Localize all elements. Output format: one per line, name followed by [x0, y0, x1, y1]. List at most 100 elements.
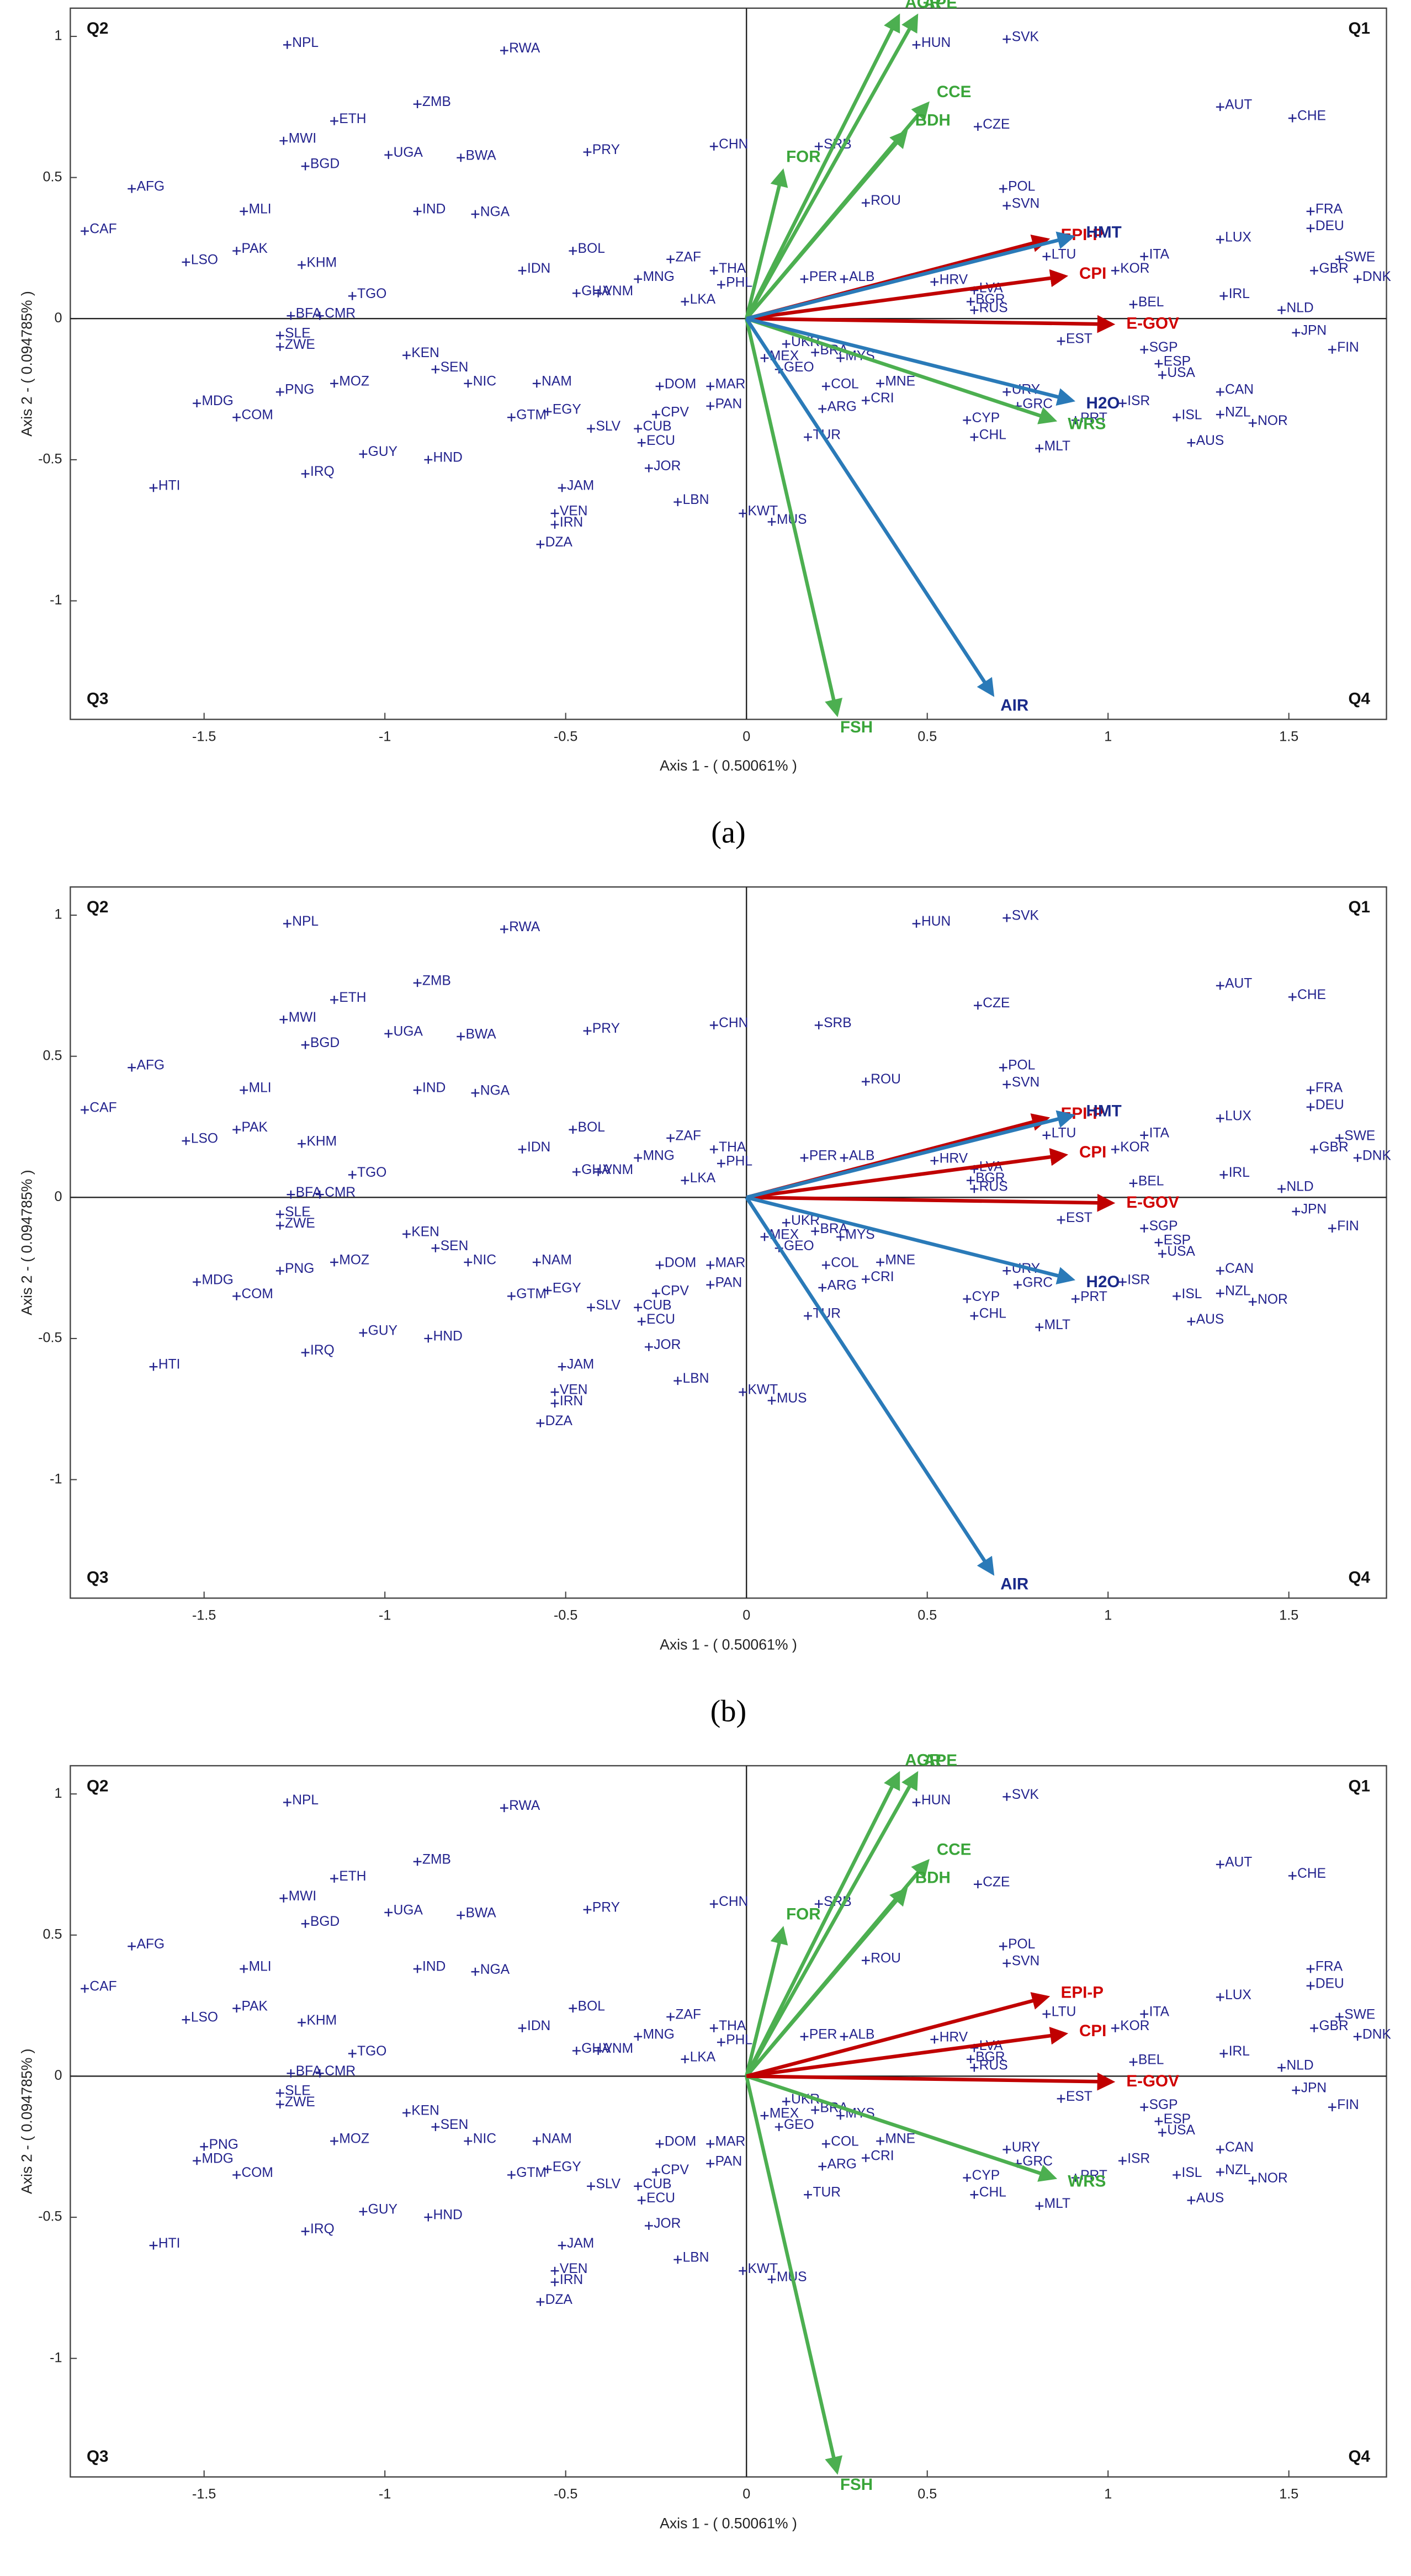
point-marker	[1173, 2171, 1181, 2179]
x-tick-label: 0	[742, 2487, 750, 2502]
point-label: CHE	[1297, 109, 1326, 124]
point-label: PER	[809, 2027, 837, 2042]
point-label: VEN	[560, 2261, 588, 2276]
point-label: SVN	[1012, 196, 1040, 211]
point-label: ALB	[849, 1148, 874, 1163]
point-label: IRQ	[310, 464, 335, 479]
point-label: DOM	[665, 2134, 696, 2149]
y-axis-label: Axis 2 - ( 0.094785% )	[18, 1170, 35, 1315]
point-marker	[301, 470, 310, 478]
arrow-label: EPI-P	[1061, 1983, 1104, 2001]
point-label: NAM	[542, 374, 572, 389]
point-marker	[767, 1396, 776, 1405]
loading-arrow	[746, 2074, 1058, 2182]
point-marker	[974, 1001, 982, 1010]
point-marker	[1277, 1185, 1286, 1193]
point-marker	[81, 227, 89, 236]
plot-frame	[70, 7, 1387, 720]
point-label: DEU	[1315, 1976, 1344, 1991]
panel-caption: (b)	[710, 1695, 747, 1729]
point-marker	[637, 438, 646, 447]
point-label: SVK	[1012, 30, 1039, 45]
point-label: HUN	[921, 1793, 951, 1808]
x-tick-label: 1	[1104, 729, 1112, 745]
point-label: VNM	[603, 1162, 634, 1177]
point-marker	[861, 1275, 870, 1284]
point-label: CYP	[972, 2168, 1000, 2183]
point-marker	[500, 1804, 508, 1813]
point-marker	[283, 1798, 291, 1807]
point-marker	[1216, 1289, 1224, 1298]
point-label: FIN	[1337, 1219, 1359, 1234]
y-tick-label: 0	[55, 2068, 62, 2083]
point-marker	[1118, 2157, 1127, 2165]
x-tick-label: 1.5	[1279, 729, 1298, 745]
point-label: AFG	[137, 1937, 165, 1952]
point-marker	[1158, 2128, 1166, 2137]
point-label: KHM	[306, 2013, 337, 2028]
point-label: SVN	[1012, 1953, 1040, 1968]
point-marker	[500, 46, 508, 55]
point-label: NAM	[542, 1252, 572, 1267]
point-marker	[301, 2227, 310, 2236]
point-label: GEO	[784, 2117, 814, 2132]
point-label: THA	[719, 2019, 746, 2033]
point-marker	[587, 2182, 595, 2191]
point-marker	[507, 2171, 516, 2179]
point-label: COL	[831, 376, 859, 391]
point-label: SVK	[1012, 909, 1039, 923]
loading-arrow	[745, 2075, 843, 2475]
point-label: KOR	[1120, 1140, 1149, 1155]
point-marker	[298, 2018, 306, 2027]
point-marker	[1292, 2086, 1301, 2095]
point-marker	[706, 1281, 715, 1289]
point-label: SGP	[1149, 2097, 1178, 2112]
arrow-label: FOR	[786, 147, 821, 166]
plot-frame	[70, 1765, 1387, 2478]
point-marker	[876, 2137, 884, 2145]
point-label: MAR	[715, 376, 746, 391]
point-marker	[634, 275, 643, 284]
point-label: KHM	[306, 1134, 337, 1149]
x-tick-label: -0.5	[554, 1608, 577, 1623]
point-marker	[348, 291, 357, 300]
point-marker	[1306, 1086, 1315, 1095]
point-marker	[413, 979, 422, 987]
y-tick-label: 1	[55, 1786, 62, 1801]
point-marker	[1035, 444, 1044, 453]
point-marker	[821, 382, 830, 391]
point-label: ISR	[1127, 394, 1150, 408]
point-label: GUY	[368, 2202, 397, 2217]
point-marker	[1129, 1179, 1138, 1188]
point-label: JAM	[567, 2236, 594, 2251]
point-marker	[966, 1176, 975, 1185]
point-marker	[402, 351, 411, 360]
point-label: FRA	[1315, 1081, 1343, 1096]
point-marker	[1248, 419, 1257, 427]
point-label: BGR	[975, 1171, 1005, 1186]
point-label: MNG	[643, 2027, 675, 2042]
point-label: MLT	[1044, 1318, 1070, 1332]
point-label: AUS	[1196, 1312, 1224, 1327]
point-label: GBR	[1319, 261, 1348, 276]
point-marker	[760, 354, 769, 363]
point-label: BGR	[975, 292, 1005, 307]
point-marker	[583, 1027, 592, 1035]
point-marker	[182, 258, 190, 267]
point-marker	[275, 1210, 284, 1219]
point-marker	[232, 1292, 241, 1300]
arrow-label: E-GOV	[1126, 1193, 1179, 1212]
x-tick-label: -1.5	[192, 2487, 216, 2502]
point-marker	[471, 1088, 480, 1097]
point-label: DZA	[545, 535, 573, 550]
point-marker	[572, 1167, 581, 1176]
point-label: ZAF	[676, 249, 701, 264]
point-marker	[384, 1908, 393, 1917]
point-label: AUT	[1225, 97, 1252, 112]
point-label: GRC	[1022, 2154, 1053, 2169]
quadrant-label: Q1	[1348, 1777, 1370, 1795]
point-marker	[315, 2069, 324, 2078]
point-label: NAM	[542, 2132, 572, 2147]
point-label: SLE	[285, 1205, 310, 1220]
